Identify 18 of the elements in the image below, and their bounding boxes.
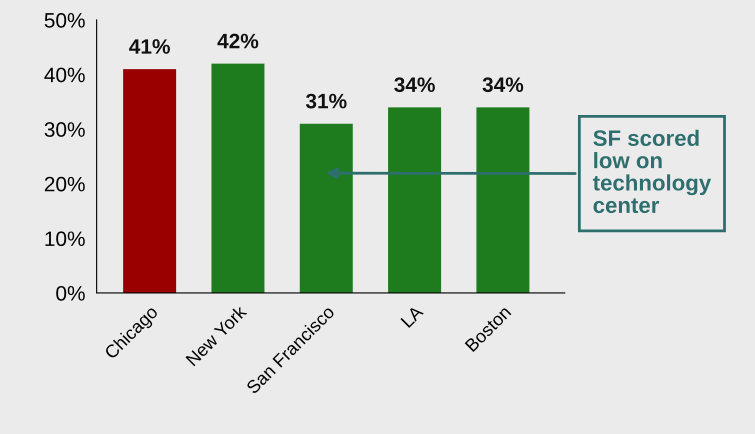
data-label: 41% [129, 39, 170, 54]
y-tick-label: 10% [45, 231, 85, 246]
bar [476, 107, 530, 293]
x-tick-label: LA [400, 304, 424, 328]
data-label: 34% [394, 77, 435, 92]
y-tick-label: 40% [44, 68, 85, 82]
data-label: 42% [217, 34, 258, 48]
bar [388, 107, 442, 293]
y-tick-label: 0% [56, 286, 85, 301]
y-tick-label: 30% [44, 122, 85, 137]
data-label: 34% [482, 77, 524, 92]
data-label: 31% [306, 94, 347, 108]
y-tick-label: 50% [44, 12, 85, 28]
y-tick-label: 20% [44, 176, 85, 192]
bar [211, 64, 264, 293]
bar [123, 69, 176, 293]
bar [300, 124, 353, 293]
text: SF scored low on technology center [592, 130, 712, 214]
